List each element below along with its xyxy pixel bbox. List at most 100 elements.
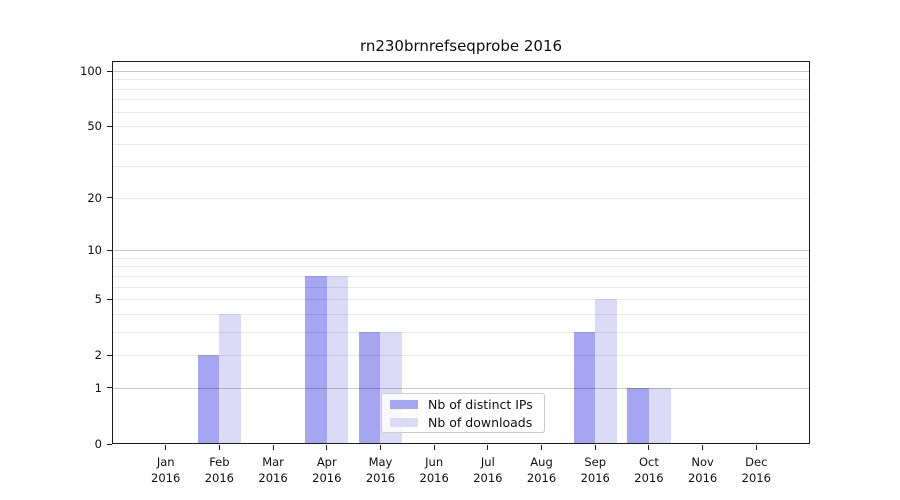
y-tick-0 xyxy=(107,443,112,445)
legend-item: Nb of downloads xyxy=(390,414,544,430)
year-label: 2016 xyxy=(365,471,396,485)
x-tick-label-jun: Jun 2016 xyxy=(406,454,462,486)
x-tick-label-apr: Apr 2016 xyxy=(299,454,355,486)
bar-downloads-apr xyxy=(326,275,349,444)
year-label: 2016 xyxy=(526,471,557,485)
legend-label: Nb of distinct IPs xyxy=(428,396,533,412)
bar-distinct-ips-apr xyxy=(305,275,327,444)
year-label: 2016 xyxy=(473,471,503,485)
y-tick-label-10: 10 xyxy=(87,243,102,258)
year-label: 2016 xyxy=(580,471,610,485)
y-tick-label-5: 5 xyxy=(94,292,102,307)
x-tick-label-mar: Mar 2016 xyxy=(245,454,301,486)
y-tick-20 xyxy=(107,197,112,199)
month-label: Oct xyxy=(638,455,659,469)
month-label: Nov xyxy=(691,455,714,469)
x-tick-label-jan: Jan 2016 xyxy=(138,454,194,486)
month-label: Dec xyxy=(745,455,768,469)
y-tick-100 xyxy=(107,70,112,72)
bar-distinct-ips-feb xyxy=(197,355,220,444)
x-tick-apr xyxy=(326,445,328,450)
month-label: Jun xyxy=(425,455,444,469)
legend-swatch-icon xyxy=(390,399,418,409)
x-tick-aug xyxy=(541,445,543,450)
x-tick-jun xyxy=(433,445,435,450)
legend-swatch-icon xyxy=(390,417,418,427)
y-tick-1 xyxy=(107,387,112,389)
year-label: 2016 xyxy=(634,471,664,485)
legend-item: Nb of distinct IPs xyxy=(390,396,544,412)
gridline-50 xyxy=(113,126,809,128)
bar-distinct-ips-sep xyxy=(573,331,596,444)
x-tick-jan xyxy=(165,445,167,450)
x-tick-feb xyxy=(218,445,220,450)
x-tick-label-feb: Feb 2016 xyxy=(191,454,247,486)
x-tick-dec xyxy=(755,445,757,450)
y-tick-label-100: 100 xyxy=(80,64,102,78)
legend-label: Nb of downloads xyxy=(428,414,533,430)
x-tick-label-sep: Sep 2016 xyxy=(567,454,623,486)
gridline-4 xyxy=(113,313,809,315)
gridline-40 xyxy=(113,143,809,145)
x-tick-sep xyxy=(594,445,596,450)
y-tick-label-2: 2 xyxy=(94,348,102,363)
gridline-90 xyxy=(113,79,809,81)
x-tick-may xyxy=(379,445,381,450)
year-label: 2016 xyxy=(312,471,342,485)
gridline-6 xyxy=(113,286,809,288)
bar-downloads-sep xyxy=(595,299,617,444)
legend: Nb of distinct IPs Nb of downloads xyxy=(381,393,545,433)
bar-distinct-ips-may xyxy=(358,331,381,444)
y-tick-10 xyxy=(107,249,112,251)
gridline-2 xyxy=(113,355,809,357)
year-label: 2016 xyxy=(204,471,235,485)
gridline-80 xyxy=(113,88,809,90)
gridline-30 xyxy=(113,166,809,168)
y-tick-label-1: 1 xyxy=(94,380,102,395)
y-tick-label-20: 20 xyxy=(87,190,102,205)
x-tick-jul xyxy=(487,445,489,450)
gridline-70 xyxy=(113,99,809,101)
x-tick-label-dec: Dec 2016 xyxy=(728,454,784,486)
x-tick-mar xyxy=(272,445,274,450)
gridline-9 xyxy=(113,257,809,259)
gridline-3 xyxy=(113,331,809,333)
month-label: Feb xyxy=(209,455,230,469)
x-tick-nov xyxy=(702,445,704,450)
month-label: Sep xyxy=(584,455,607,469)
chart-title: rn230brnrefseqprobe 2016 xyxy=(359,37,563,55)
month-label: Mar xyxy=(262,455,284,469)
x-tick-label-oct: Oct 2016 xyxy=(621,454,677,486)
gridline-8 xyxy=(113,266,809,268)
month-label: Jan xyxy=(156,455,175,469)
year-label: 2016 xyxy=(151,471,181,485)
month-label: May xyxy=(368,455,393,469)
month-label: Apr xyxy=(316,455,337,469)
year-label: 2016 xyxy=(687,471,718,485)
gridline-10 xyxy=(113,250,809,252)
gridline-7 xyxy=(113,275,809,277)
bar-distinct-ips-oct xyxy=(627,387,649,444)
bar-downloads-feb xyxy=(219,313,241,444)
x-tick-oct xyxy=(648,445,650,450)
x-tick-label-jul: Jul 2016 xyxy=(460,454,516,486)
year-label: 2016 xyxy=(419,471,449,485)
x-tick-label-aug: Aug 2016 xyxy=(514,454,570,486)
y-tick-label-50: 50 xyxy=(87,119,102,134)
y-tick-2 xyxy=(107,354,112,356)
x-tick-label-nov: Nov 2016 xyxy=(675,454,731,486)
y-tick-5 xyxy=(107,298,112,300)
gridline-1 xyxy=(113,387,809,389)
y-tick-label-0: 0 xyxy=(94,437,102,451)
bar-downloads-oct xyxy=(648,387,671,444)
month-label: Jul xyxy=(480,455,495,469)
gridline-60 xyxy=(113,111,809,113)
gridline-100 xyxy=(113,71,809,72)
gridline-20 xyxy=(113,197,809,199)
year-label: 2016 xyxy=(258,471,288,485)
x-tick-label-may: May 2016 xyxy=(352,454,408,486)
year-label: 2016 xyxy=(741,471,771,485)
y-tick-50 xyxy=(107,125,112,127)
gridline-5 xyxy=(113,299,809,301)
